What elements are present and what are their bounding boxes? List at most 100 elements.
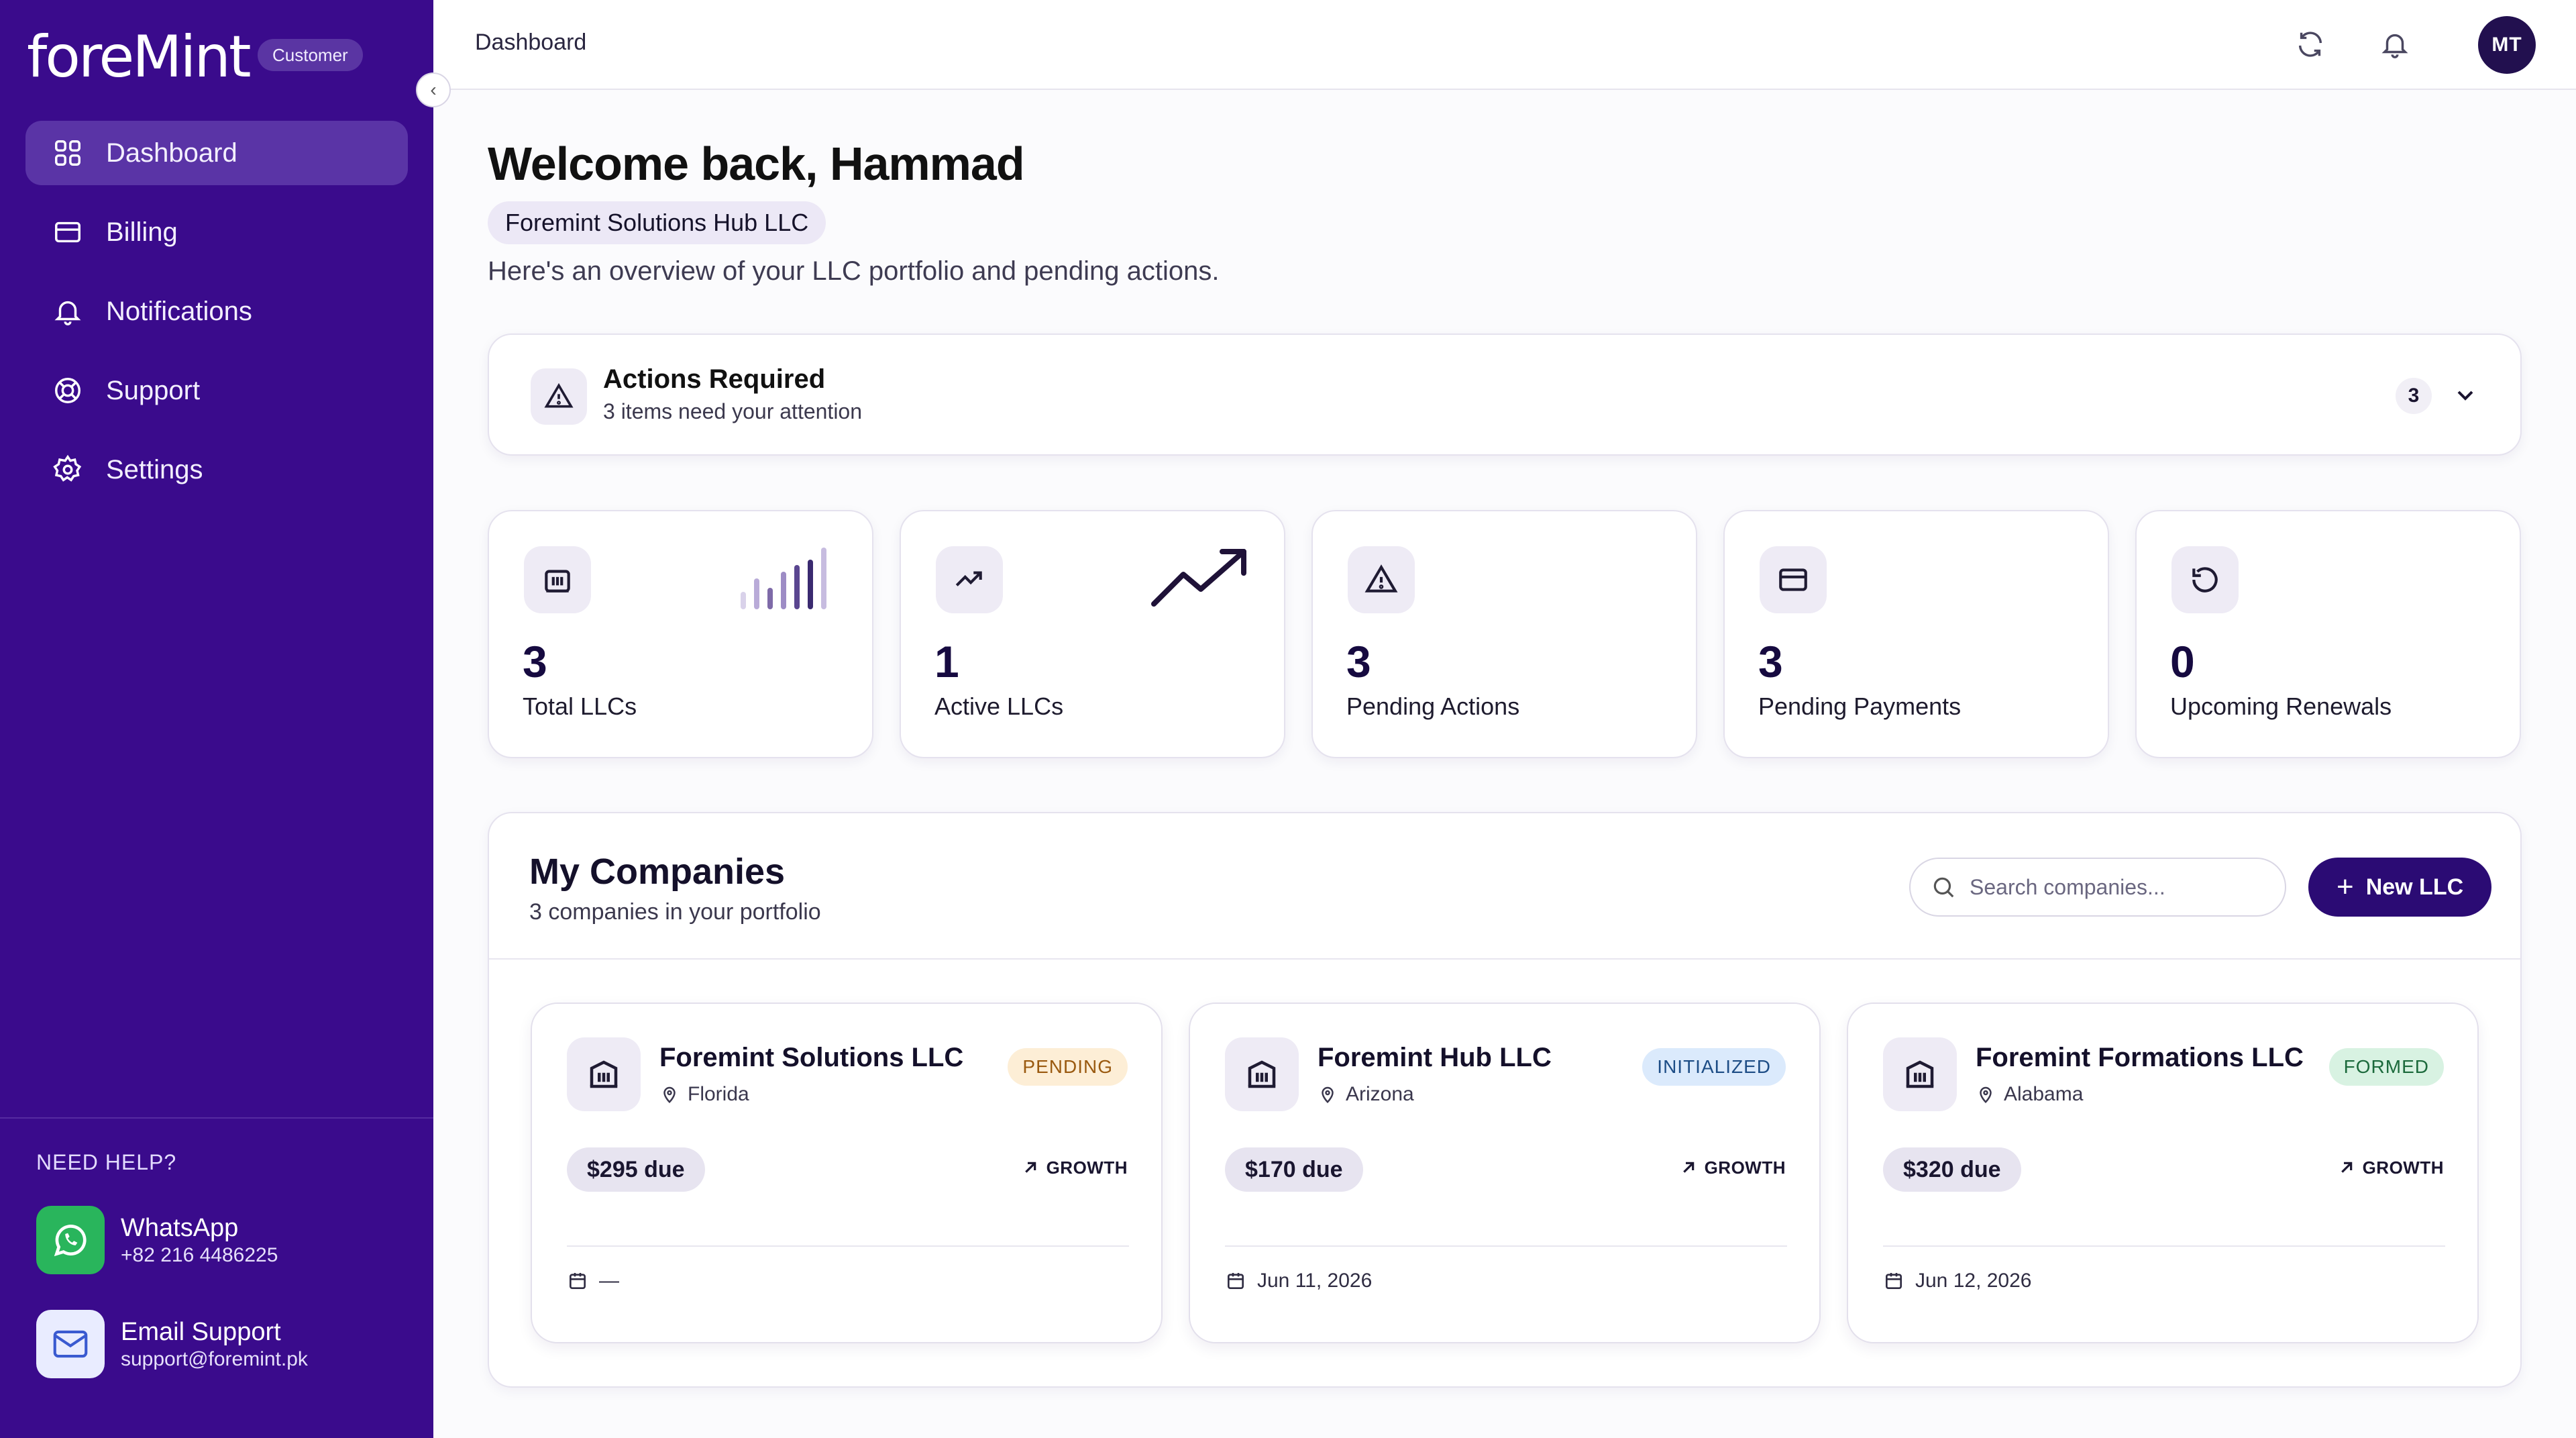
company-location: Alabama — [1976, 1083, 2083, 1106]
location-pin-icon — [1322, 1086, 1334, 1104]
building-icon — [1225, 1037, 1299, 1111]
refresh-button[interactable] — [2292, 25, 2329, 63]
plan-text: GROWTH — [1046, 1157, 1128, 1178]
plan-label: GROWTH — [2336, 1157, 2444, 1178]
location-pin-icon — [1980, 1086, 1992, 1104]
calendar-icon — [570, 1273, 586, 1289]
stat-label: Pending Actions — [1346, 692, 1520, 720]
stat-value: 3 — [1346, 637, 1371, 686]
expand-actions-button[interactable] — [2452, 382, 2481, 411]
card-divider — [567, 1245, 1129, 1247]
sidebar-item-label: Settings — [106, 454, 203, 484]
notifications-button[interactable] — [2376, 25, 2414, 63]
amount-due-badge: $170 due — [1225, 1147, 1363, 1192]
stat-card-pending-payments[interactable]: 3 Pending Payments — [1723, 510, 2109, 758]
stat-label: Active LLCs — [934, 692, 1064, 720]
card-icon — [1760, 546, 1827, 613]
email-support-contact[interactable]: Email Support support@foremint.pk — [36, 1310, 308, 1378]
company-date: Jun 11, 2026 — [1225, 1270, 1372, 1292]
section-title: My Companies — [529, 852, 786, 892]
sidebar-item-dashboard[interactable]: Dashboard — [25, 121, 408, 185]
stat-value: 3 — [1758, 637, 1783, 686]
section-divider — [489, 958, 2520, 960]
new-llc-label: New LLC — [2365, 874, 2464, 900]
whatsapp-icon — [36, 1206, 105, 1274]
sidebar-item-support[interactable]: Support — [25, 358, 408, 423]
company-card[interactable]: Foremint Formations LLC Alabama FORMED $… — [1847, 1003, 2479, 1343]
search-icon — [1933, 877, 1954, 898]
sidebar-item-notifications[interactable]: Notifications — [25, 279, 408, 344]
app-logo[interactable]: foreMint — [27, 23, 252, 91]
sidebar-item-label: Dashboard — [106, 138, 237, 168]
plan-text: GROWTH — [1704, 1157, 1786, 1178]
email-support-label: Email Support — [121, 1318, 281, 1346]
stat-label: Upcoming Renewals — [2170, 692, 2392, 720]
company-location: Florida — [659, 1083, 749, 1106]
arrow-up-right-icon — [1682, 1162, 1694, 1173]
date-text: Jun 12, 2026 — [1915, 1270, 2032, 1292]
sidebar: foreMint Customer Dashboard Billing Noti… — [0, 0, 433, 1438]
company-date: Jun 12, 2026 — [1883, 1270, 2031, 1292]
email-support-address: support@foremint.pk — [121, 1348, 308, 1370]
company-name: Foremint Formations LLC — [1976, 1043, 2304, 1072]
grid-icon — [51, 136, 85, 170]
location-text: Arizona — [1346, 1083, 1414, 1105]
plus-icon: + — [2337, 870, 2354, 903]
support-icon — [51, 374, 85, 407]
card-divider — [1883, 1245, 2445, 1247]
arrow-up-right-icon — [1024, 1162, 1036, 1173]
sidebar-nav: Dashboard Billing Notifications Support … — [25, 121, 408, 517]
mail-icon — [36, 1310, 105, 1378]
avatar[interactable]: MT — [2478, 16, 2536, 74]
stat-card-active-llcs[interactable]: 1 Active LLCs — [900, 510, 1285, 758]
stat-card-total-llcs[interactable]: 3 Total LLCs — [488, 510, 873, 758]
building-icon — [1883, 1037, 1957, 1111]
stats-row: 3 Total LLCs 1 Active LLCs 3 Pending Act… — [488, 510, 2522, 758]
card-icon — [51, 215, 85, 249]
trend-up-icon — [936, 546, 1003, 613]
company-location: Arizona — [1318, 1083, 1414, 1106]
plan-label: GROWTH — [1678, 1157, 1786, 1178]
location-text: Alabama — [2004, 1083, 2084, 1105]
amount-due-badge: $295 due — [567, 1147, 705, 1192]
company-card[interactable]: Foremint Solutions LLC Florida PENDING $… — [531, 1003, 1163, 1343]
bar-sparkline-icon — [741, 548, 826, 609]
new-llc-button[interactable]: + New LLC — [2308, 858, 2492, 917]
stat-label: Total LLCs — [523, 692, 637, 720]
plan-label: GROWTH — [1020, 1157, 1128, 1178]
sidebar-divider — [0, 1117, 433, 1119]
collapse-sidebar-button[interactable]: ‹ — [416, 72, 451, 107]
company-search[interactable] — [1909, 858, 2286, 917]
sidebar-item-settings[interactable]: Settings — [25, 438, 408, 502]
whatsapp-label: WhatsApp — [121, 1214, 239, 1242]
company-name: Foremint Solutions LLC — [659, 1043, 964, 1072]
section-subtitle: 3 companies in your portfolio — [529, 899, 821, 925]
building-icon — [524, 546, 591, 613]
role-badge: Customer — [258, 39, 363, 71]
breadcrumb: Dashboard — [475, 30, 587, 55]
chevron-down-icon — [2457, 391, 2473, 401]
page-title: Welcome back, Hammad — [488, 138, 1025, 190]
actions-required-panel[interactable]: Actions Required 3 items need your atten… — [488, 333, 2522, 456]
whatsapp-contact[interactable]: WhatsApp +82 216 4486225 — [36, 1206, 278, 1274]
stat-card-pending-actions[interactable]: 3 Pending Actions — [1311, 510, 1697, 758]
company-card[interactable]: Foremint Hub LLC Arizona INITIALIZED $17… — [1189, 1003, 1821, 1343]
status-badge: FORMED — [2328, 1048, 2444, 1086]
date-text: — — [599, 1270, 619, 1292]
gear-icon — [51, 453, 85, 486]
company-date: — — [567, 1270, 619, 1292]
sidebar-item-billing[interactable]: Billing — [25, 200, 408, 264]
page-subtitle: Here's an overview of your LLC portfolio… — [488, 256, 1220, 286]
actions-count-badge: 3 — [2396, 378, 2432, 414]
stat-card-upcoming-renewals[interactable]: 0 Upcoming Renewals — [2135, 510, 2521, 758]
building-icon — [567, 1037, 641, 1111]
card-divider — [1225, 1245, 1787, 1247]
current-company-chip: Foremint Solutions Hub LLC — [488, 201, 826, 244]
actions-title: Actions Required — [603, 364, 826, 394]
warning-icon — [531, 368, 587, 425]
bell-icon — [2381, 34, 2408, 58]
whatsapp-number: +82 216 4486225 — [121, 1244, 278, 1266]
search-input[interactable] — [1970, 874, 2278, 900]
sidebar-item-label: Billing — [106, 217, 178, 247]
stat-value: 3 — [523, 637, 547, 686]
